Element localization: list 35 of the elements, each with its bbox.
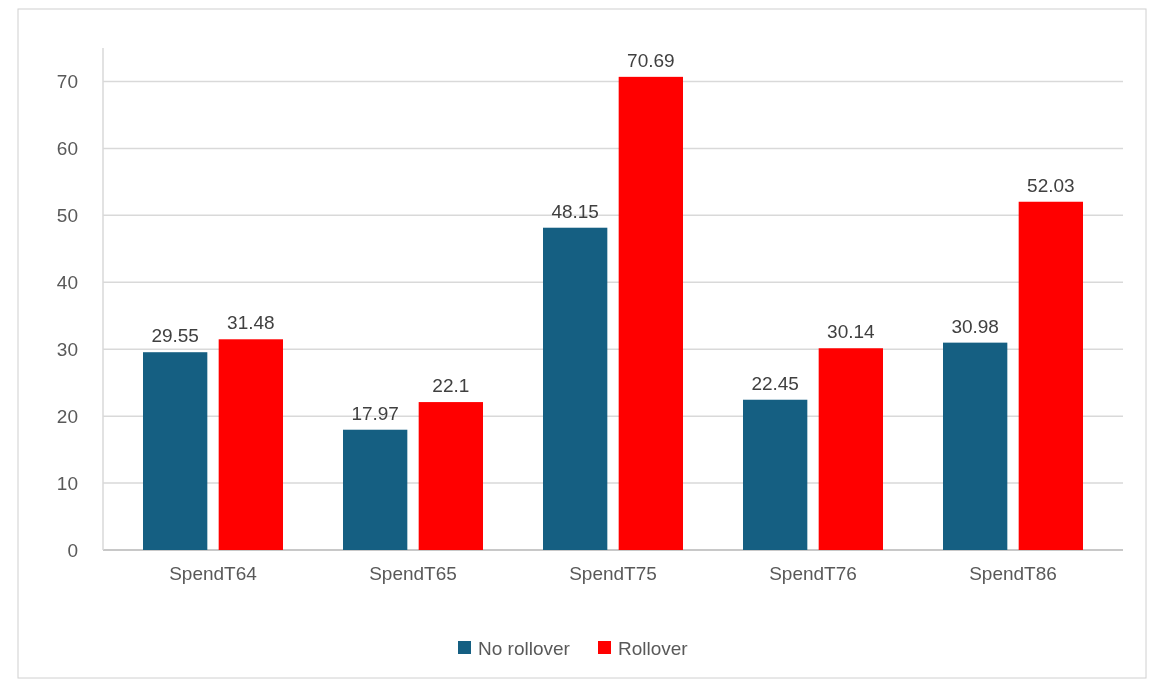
- x-tick-label: SpendT86: [969, 563, 1057, 584]
- data-label: 30.14: [827, 321, 876, 343]
- legend-label: No rollover: [478, 637, 571, 659]
- y-tick-label: 10: [56, 472, 78, 494]
- bar: [818, 348, 883, 550]
- data-label: 17.97: [351, 402, 399, 424]
- x-tick-label: SpendT65: [369, 563, 457, 584]
- y-tick-label: 0: [67, 539, 78, 561]
- y-tick-label: 30: [56, 338, 78, 360]
- y-tick-label: 20: [56, 405, 78, 427]
- data-label: 52.03: [1027, 174, 1075, 196]
- y-tick-label: 70: [56, 71, 78, 93]
- y-tick-label: 40: [56, 271, 78, 293]
- bar: [743, 399, 808, 550]
- x-tick-label: SpendT75: [569, 563, 657, 584]
- bar: [418, 402, 483, 550]
- bar: [1018, 201, 1083, 550]
- bar: [343, 429, 408, 550]
- x-tick-label: SpendT76: [769, 563, 857, 584]
- data-label: 30.98: [951, 315, 999, 337]
- bar: [943, 342, 1008, 550]
- y-tick-label: 50: [56, 204, 78, 226]
- data-label: 31.48: [227, 312, 275, 334]
- data-label: 70.69: [627, 49, 675, 71]
- data-label: 29.55: [151, 325, 199, 347]
- x-tick-label: SpendT64: [169, 563, 258, 584]
- data-label: 22.45: [751, 372, 799, 394]
- bar: [543, 227, 608, 550]
- bar: [618, 76, 683, 550]
- y-tick-label: 60: [56, 138, 78, 160]
- data-label: 48.15: [551, 200, 599, 222]
- data-label: 22.1: [432, 375, 470, 397]
- bar: [218, 339, 283, 550]
- bar: [143, 352, 208, 550]
- legend-label: Rollover: [618, 637, 689, 659]
